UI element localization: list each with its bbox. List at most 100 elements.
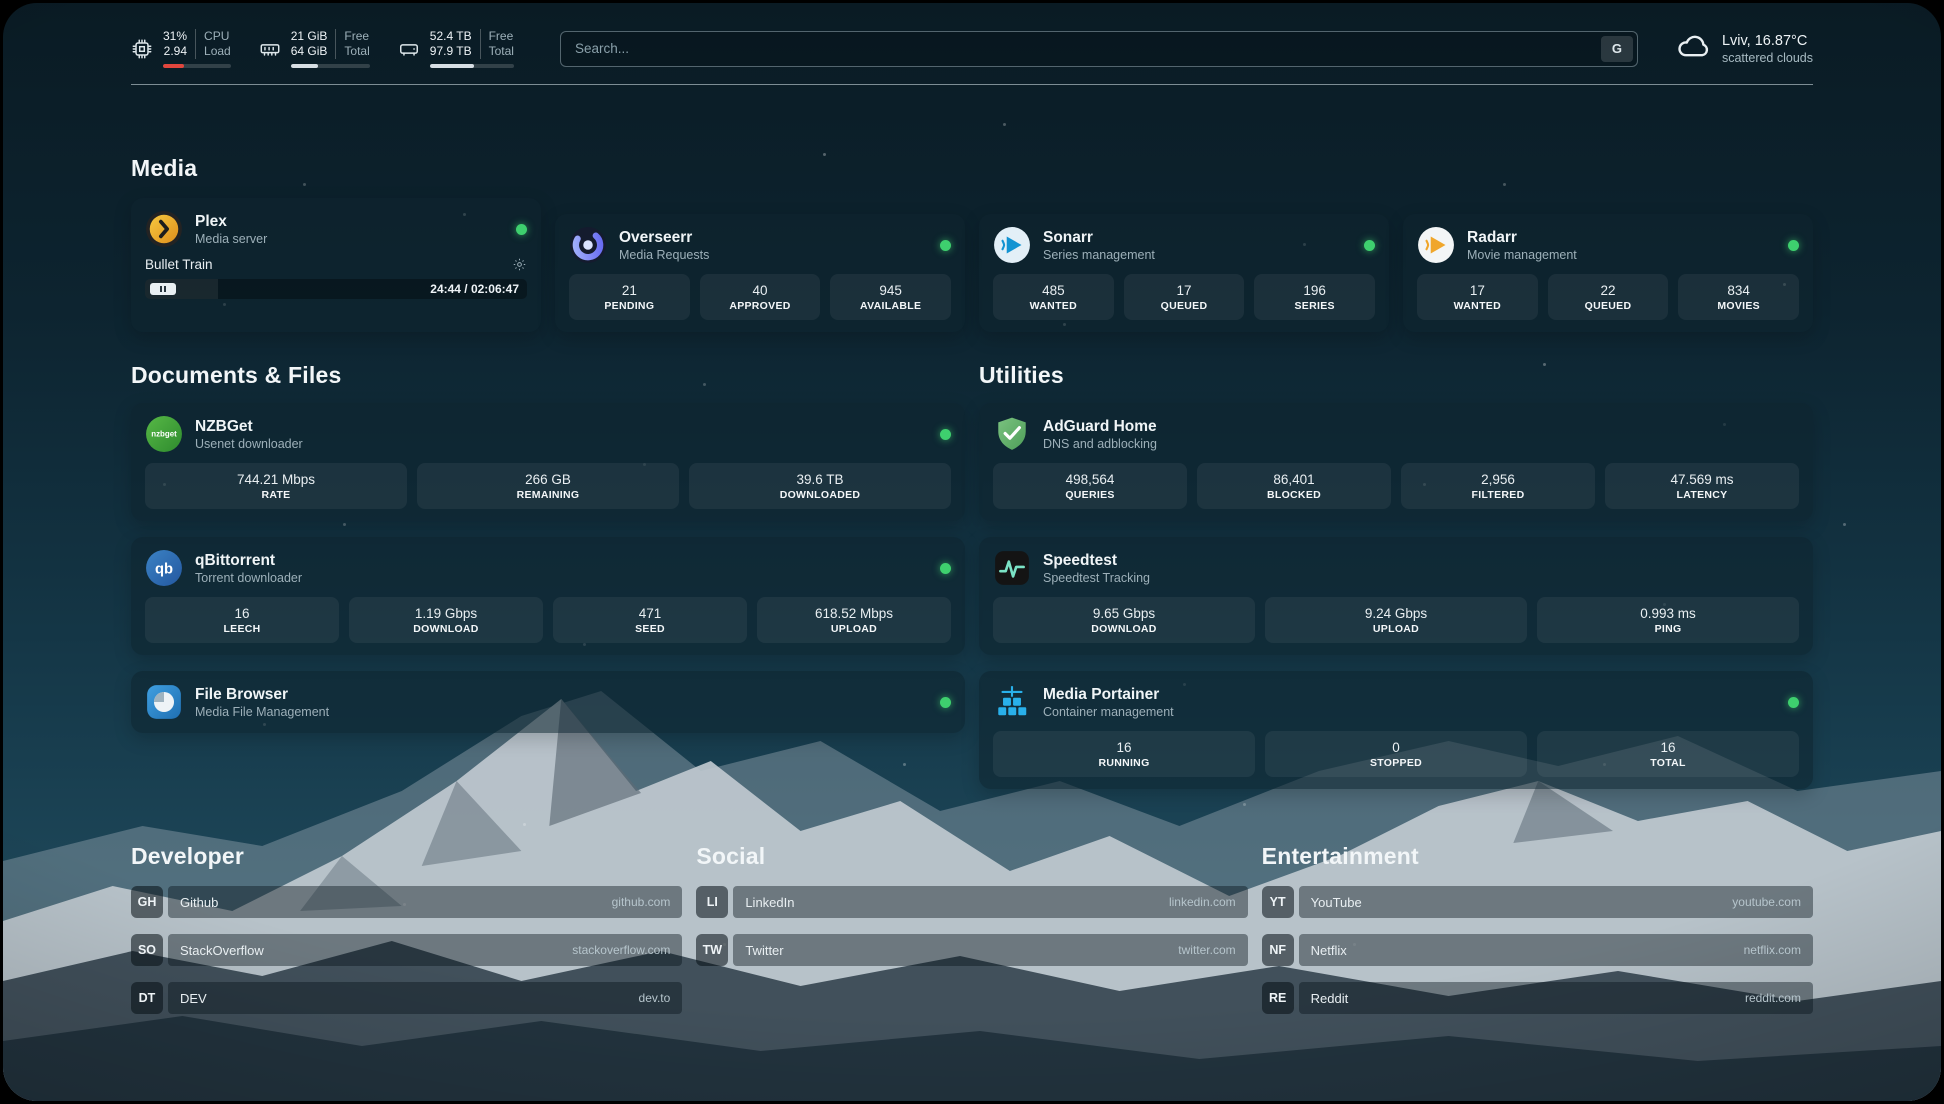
stat-value: 1.19 Gbps <box>414 605 478 621</box>
link-youtube[interactable]: YT YouTube youtube.com <box>1261 886 1813 918</box>
link-dev[interactable]: DT DEV dev.to <box>131 982 683 1014</box>
status-indicator <box>940 562 951 574</box>
search-input[interactable] <box>559 30 1638 67</box>
portainer-icon <box>993 683 1031 721</box>
stat-value: 39.6 TB <box>796 471 844 487</box>
section-title-entertainment: Entertainment <box>1261 843 1419 869</box>
app-card-plex[interactable]: Plex Media server Bullet Train <box>131 198 541 332</box>
app-name: Speedtest <box>1043 551 1118 569</box>
link-name: Github <box>180 894 219 910</box>
stat-value: 17 <box>1176 282 1192 298</box>
mountains-background <box>3 691 1941 1101</box>
github-icon: GH <box>131 886 163 918</box>
link-url: reddit.com <box>1744 991 1801 1005</box>
app-card-filebrowser[interactable]: File Browser Media File Management <box>131 671 965 733</box>
speedtest-icon <box>993 549 1031 587</box>
app-card-sonarr[interactable]: Sonarr Series management 485 WANTED 17 Q… <box>979 214 1389 332</box>
stat-label: WANTED <box>1453 299 1501 312</box>
link-twitter[interactable]: TW Twitter twitter.com <box>696 934 1248 966</box>
netflix-icon: NF <box>1261 934 1294 966</box>
top-bar: 31% 2.94 CPU Load <box>131 3 1813 68</box>
link-url: youtube.com <box>1732 895 1801 909</box>
app-card-adguard[interactable]: AdGuard Home DNS and adblocking 498,564 … <box>979 403 1813 521</box>
disk-usage-bar <box>429 64 514 68</box>
stat-value: 21 <box>621 282 637 298</box>
app-card-radarr[interactable]: Radarr Movie management 17 WANTED 22 QUE… <box>1403 214 1813 332</box>
app-card-qbittorrent[interactable]: qb qBittorrent Torrent downloader 16 LEE… <box>131 537 965 655</box>
app-subtitle: Torrent downloader <box>195 570 303 585</box>
link-name: LinkedIn <box>745 894 795 910</box>
status-indicator <box>1788 239 1799 251</box>
link-stackoverflow[interactable]: SO StackOverflow stackoverflow.com <box>131 934 683 966</box>
twitter-icon: TW <box>696 934 729 966</box>
stat-ping: 0.993 ms PING <box>1537 597 1799 643</box>
stat-latency: 47.569 ms LATENCY <box>1605 463 1799 509</box>
stat-value: 0 <box>1392 739 1400 755</box>
widget-divider <box>479 29 481 59</box>
cloud-icon <box>1676 29 1710 68</box>
stat-filtered: 2,956 FILTERED <box>1401 463 1595 509</box>
stat-value: 618.52 Mbps <box>814 605 894 621</box>
link-linkedin[interactable]: LI LinkedIn linkedin.com <box>696 886 1248 918</box>
playback-seekbar[interactable]: 24:44 / 02:06:47 <box>145 279 527 299</box>
section-title-documents: Documents & Files <box>131 362 342 388</box>
stat-wanted: 485 WANTED <box>993 274 1114 320</box>
section-title-utilities: Utilities <box>979 362 1064 388</box>
link-github[interactable]: GH Github github.com <box>131 886 683 918</box>
app-subtitle: Container management <box>1043 704 1174 719</box>
stat-label: REMAINING <box>516 488 580 501</box>
app-card-speedtest[interactable]: Speedtest Speedtest Tracking 9.65 Gbps D… <box>979 537 1813 655</box>
link-name: Netflix <box>1310 942 1347 958</box>
stat-available: 945 AVAILABLE <box>830 274 951 320</box>
plex-now-playing: Bullet Train 24:44 / 02:06:47 <box>145 257 527 299</box>
stat-label: QUEUED <box>1584 299 1632 312</box>
stat-queries: 498,564 QUERIES <box>993 463 1187 509</box>
stat-value: 17 <box>1469 282 1485 298</box>
utilities-column: Utilities AdGuard <box>979 332 1813 789</box>
cpu-percent: 31% <box>163 29 188 43</box>
settings-gear-icon[interactable] <box>512 257 527 272</box>
app-card-nzbget[interactable]: nzbget NZBGet Usenet downloader 744.21 M… <box>131 403 965 521</box>
disk-free: 52.4 TB <box>429 29 472 43</box>
stat-running: 16 RUNNING <box>993 731 1255 777</box>
app-subtitle: Media server <box>195 231 268 246</box>
link-reddit[interactable]: RE Reddit reddit.com <box>1261 982 1813 1014</box>
stat-label: SERIES <box>1294 299 1335 312</box>
stackoverflow-icon: SO <box>131 934 163 966</box>
stat-value: 485 <box>1042 282 1065 298</box>
link-url: netflix.com <box>1743 943 1801 957</box>
memory-free: 21 GiB <box>290 29 328 43</box>
stat-stopped: 0 STOPPED <box>1265 731 1527 777</box>
filebrowser-icon <box>145 683 183 721</box>
reddit-icon: RE <box>1261 982 1294 1014</box>
stat-value: 86,401 <box>1273 471 1315 487</box>
stat-value: 16 <box>1116 739 1132 755</box>
link-url: dev.to <box>638 991 671 1005</box>
link-netflix[interactable]: NF Netflix netflix.com <box>1261 934 1813 966</box>
disk-widget: 52.4 TB 97.9 TB Free Total <box>398 29 514 68</box>
radarr-icon <box>1417 226 1455 264</box>
social-links-column: Social LI LinkedIn linkedin.com TW Twitt… <box>696 843 1248 982</box>
app-subtitle: DNS and adblocking <box>1043 436 1157 451</box>
stat-value: 47.569 ms <box>1670 471 1734 487</box>
memory-widget: 21 GiB 64 GiB Free Total <box>259 29 370 68</box>
system-widgets: 31% 2.94 CPU Load <box>131 29 514 68</box>
cpu-icon <box>131 38 153 60</box>
stat-download: 9.65 Gbps DOWNLOAD <box>993 597 1255 643</box>
stat-remaining: 266 GB REMAINING <box>417 463 679 509</box>
search-engine-button[interactable]: G <box>1600 35 1633 62</box>
stat-series: 196 SERIES <box>1254 274 1375 320</box>
pause-button[interactable] <box>150 283 176 295</box>
app-card-overseerr[interactable]: Overseerr Media Requests 21 PENDING 40 A… <box>555 214 965 332</box>
stat-value: 40 <box>752 282 768 298</box>
stat-label: SEED <box>635 622 665 635</box>
app-name: qBittorrent <box>195 551 276 569</box>
app-card-portainer[interactable]: Media Portainer Container management 16 … <box>979 671 1813 789</box>
app-name: Sonarr <box>1043 228 1093 246</box>
stat-label: AVAILABLE <box>860 299 922 312</box>
status-indicator <box>1788 696 1799 708</box>
app-name: Media Portainer <box>1043 685 1160 703</box>
linkedin-icon: LI <box>696 886 729 918</box>
stat-queued: 22 QUEUED <box>1547 274 1669 320</box>
section-title-developer: Developer <box>131 843 245 869</box>
